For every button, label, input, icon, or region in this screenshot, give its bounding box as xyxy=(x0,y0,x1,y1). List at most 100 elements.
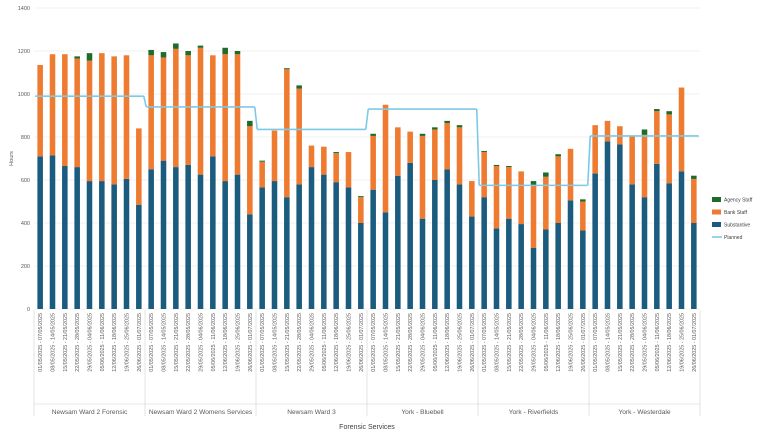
bar-substantive xyxy=(222,181,228,309)
bar-bank-staff xyxy=(543,176,549,230)
y-tick-label: 400 xyxy=(21,221,30,227)
bar-substantive xyxy=(530,247,537,309)
bar-agency-staff xyxy=(86,53,93,61)
bar-bank-staff xyxy=(308,145,315,168)
x-tick-label: 12/06/2025 - 18/06/2025 xyxy=(667,313,673,372)
bar-substantive xyxy=(555,223,561,309)
bar-agency-staff xyxy=(370,133,376,136)
bar-bank-staff xyxy=(49,54,56,156)
x-tick-label: 08/05/2025 - 14/05/2025 xyxy=(273,313,279,372)
bar-agency-staff xyxy=(284,68,290,70)
bar-substantive xyxy=(654,163,660,309)
bar-substantive xyxy=(629,184,635,309)
bar-substantive xyxy=(247,214,253,309)
bar-bank-staff xyxy=(456,127,463,185)
x-tick-label: 29/05/2025 - 04/06/2025 xyxy=(88,313,94,372)
x-tick-label: 22/05/2025 - 28/05/2025 xyxy=(186,313,192,372)
x-tick-label: 01/05/2025 - 07/05/2025 xyxy=(260,313,266,372)
bar-bank-staff xyxy=(629,135,635,185)
y-axis-ticks: 0 200 400 600 800 1000 1200 1400 xyxy=(18,6,30,313)
bar-bank-staff xyxy=(530,185,537,248)
y-tick-label: 0 xyxy=(27,307,30,313)
bar-agency-staff xyxy=(173,43,179,49)
bar-substantive xyxy=(136,204,142,309)
bar-substantive xyxy=(567,200,574,309)
legend-label: Bank Staff xyxy=(724,210,748,216)
bar-agency-staff xyxy=(247,120,253,127)
bar-bank-staff xyxy=(37,64,43,157)
bar-agency-staff xyxy=(74,56,80,59)
bar-bank-staff xyxy=(271,130,278,182)
bar-substantive xyxy=(543,229,549,309)
x-axis-group-labels: Newsam Ward 2 Forensic Newsam Ward 2 Wome… xyxy=(33,310,701,416)
y-axis-title: Hours xyxy=(9,151,15,166)
bar-substantive xyxy=(358,223,364,309)
bar-bank-staff xyxy=(247,126,253,215)
x-tick-label: 19/06/2025 - 25/06/2025 xyxy=(347,313,353,372)
bar-substantive xyxy=(506,218,512,309)
x-tick-label: 01/05/2025 - 07/05/2025 xyxy=(149,313,155,372)
bar-bank-staff xyxy=(185,55,191,165)
x-tick-label: 12/06/2025 - 18/06/2025 xyxy=(556,313,562,372)
bar-substantive xyxy=(407,162,413,309)
bar-substantive xyxy=(419,218,426,309)
bar-bank-staff xyxy=(222,54,228,182)
bar-substantive xyxy=(284,197,290,309)
bar-substantive xyxy=(210,156,216,309)
x-axis-period-labels: 01/05/2025 - 07/05/2025 08/05/2025 - 14/0… xyxy=(38,313,698,372)
bar-agency-staff xyxy=(654,109,660,112)
x-tick-label: 01/05/2025 - 07/05/2025 xyxy=(371,313,377,372)
planned-connector xyxy=(142,95,148,108)
bar-agency-staff xyxy=(148,49,154,56)
bar-substantive xyxy=(604,141,611,309)
group-label: York - Bluebell xyxy=(401,409,444,416)
planned-connector xyxy=(364,108,370,130)
bar-substantive xyxy=(469,216,475,309)
bar-agency-staff xyxy=(444,120,450,124)
bar-agency-staff xyxy=(185,51,191,56)
bar-substantive xyxy=(481,197,487,309)
bar-bank-staff xyxy=(62,54,68,167)
bar-bank-staff xyxy=(74,58,80,168)
bar-substantive xyxy=(333,182,339,309)
x-tick-label: 08/05/2025 - 14/05/2025 xyxy=(606,313,612,372)
bar-agency-staff xyxy=(419,133,426,136)
bar-bank-staff xyxy=(358,197,364,223)
bar-substantive xyxy=(592,173,598,309)
bar-bank-staff xyxy=(506,167,512,219)
bar-bank-staff xyxy=(567,148,574,201)
bar-substantive xyxy=(259,187,265,309)
bar-substantive xyxy=(234,174,241,309)
bar-bank-staff xyxy=(345,152,352,188)
bar-substantive xyxy=(395,175,401,309)
legend-label: Planned xyxy=(724,235,743,241)
y-tick-label: 1400 xyxy=(18,6,30,12)
x-tick-label: 26/06/2025 - 01/07/2025 xyxy=(470,313,476,372)
x-tick-label: 19/06/2025 - 25/06/2025 xyxy=(569,313,575,372)
x-tick-label: 19/06/2025 - 25/06/2025 xyxy=(236,313,242,372)
bar-agency-staff xyxy=(493,164,500,167)
bar-agency-staff xyxy=(259,160,265,162)
bar-bank-staff xyxy=(321,146,327,175)
bar-substantive xyxy=(345,187,352,309)
bars xyxy=(37,43,697,309)
bar-substantive xyxy=(580,230,586,309)
bar-bank-staff xyxy=(407,131,413,163)
bar-substantive xyxy=(99,181,105,309)
x-tick-label: 15/05/2025 - 21/05/2025 xyxy=(63,313,69,372)
bar-agency-staff xyxy=(543,172,549,177)
x-tick-label: 08/05/2025 - 14/05/2025 xyxy=(51,313,57,372)
group-label: Newsam Ward 3 xyxy=(287,409,336,416)
x-tick-label: 08/05/2025 - 14/05/2025 xyxy=(495,313,501,372)
bar-substantive xyxy=(37,156,43,309)
planned-lines xyxy=(35,95,699,187)
bar-substantive xyxy=(617,144,623,309)
bar-bank-staff xyxy=(333,153,339,183)
bar-bank-staff xyxy=(234,54,241,175)
bar-substantive xyxy=(641,197,648,309)
group-label: York - Westerdale xyxy=(618,409,670,416)
bar-substantive xyxy=(518,224,524,309)
bar-bank-staff xyxy=(296,88,302,185)
bar-bank-staff xyxy=(641,134,648,198)
planned-connector xyxy=(475,109,481,186)
